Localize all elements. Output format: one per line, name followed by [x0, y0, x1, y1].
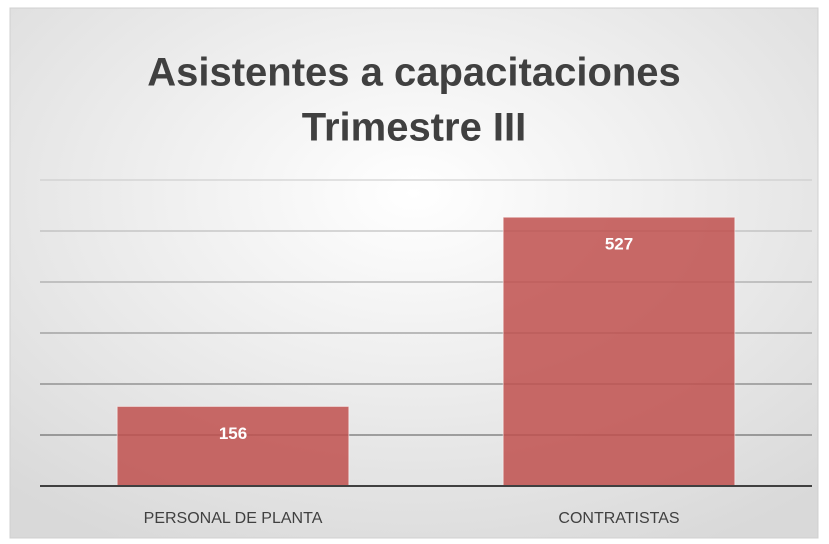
- x-tick-label: PERSONAL DE PLANTA: [144, 510, 323, 527]
- x-tick-label: CONTRATISTAS: [558, 510, 679, 527]
- chart-title: Asistentes a capacitaciones: [147, 51, 681, 95]
- data-label: 156: [219, 424, 247, 443]
- bar: [116, 405, 350, 487]
- chart-title: Trimestre III: [302, 106, 527, 150]
- data-label: 527: [605, 235, 633, 254]
- bar: [502, 216, 736, 487]
